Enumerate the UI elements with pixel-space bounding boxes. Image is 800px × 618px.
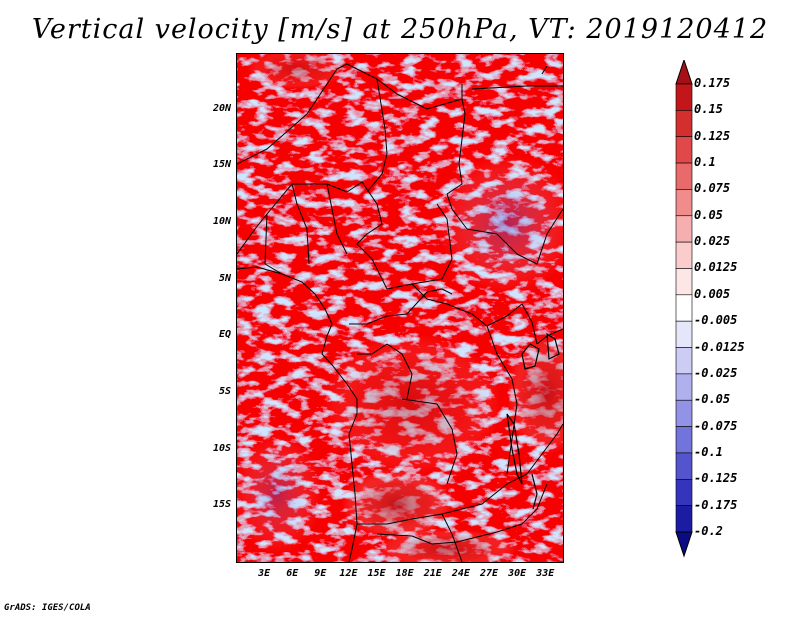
country-borders [237, 63, 563, 562]
colorbar-swatch [675, 452, 693, 480]
longitude-tick-label: 21E [423, 568, 442, 579]
colorbar-swatch [675, 136, 693, 164]
longitude-tick-label: 24E [451, 568, 470, 579]
longitude-tick-label: 18E [395, 568, 414, 579]
footer-credit: GrADS: IGES/COLA [4, 603, 91, 613]
colorbar-tick-label: 0.025 [694, 234, 731, 249]
latitude-tick-label: 15N [212, 159, 231, 171]
colorbar-swatch [675, 373, 693, 401]
colorbar [675, 60, 693, 558]
colorbar-tick-label: -0.0125 [694, 339, 745, 354]
longitude-tick-label: 3E [258, 568, 271, 579]
upward-motion-region [507, 334, 563, 454]
colorbar-tick-label: -0.05 [694, 392, 731, 407]
latitude-tick-label: 15S [212, 499, 231, 511]
lakes [506, 332, 560, 510]
latitude-tick-label: 10N [212, 216, 231, 227]
longitude-tick-label: 15E [367, 568, 386, 579]
colorbar-tick-label: -0.2 [694, 524, 723, 538]
colorbar-tick-label: -0.025 [694, 365, 738, 380]
colorbar-min-arrow [675, 531, 693, 558]
longitude-tick-label: 33E [536, 568, 555, 579]
colorbar-swatch [675, 505, 693, 533]
colorbar-swatch [675, 347, 693, 375]
upward-motion-region [377, 529, 517, 562]
colorbar-tick-label: -0.125 [694, 471, 738, 486]
colorbar-swatch [675, 162, 693, 190]
longitude-tick-label: 9E [314, 568, 327, 579]
latitude-tick-label: 20N [212, 102, 231, 114]
latitude-tick-label: 5N [218, 272, 231, 284]
upward-motion-region [342, 469, 452, 539]
longitude-tick-label: 27E [479, 568, 499, 579]
chart-title: Vertical velocity [m/s] at 250hPa, VT: 2… [31, 14, 769, 45]
map-panel [236, 53, 564, 563]
latitude-tick-label: 5S [218, 386, 231, 397]
colorbar-swatch [675, 320, 693, 348]
colorbar-swatch [675, 241, 693, 269]
colorbar-tick-label: -0.175 [694, 497, 738, 512]
colorbar-tick-label: 0.175 [694, 76, 731, 90]
colorbar-max-arrow [675, 60, 693, 85]
colorbar-tick-label: -0.1 [694, 444, 723, 459]
vertical-velocity-field [237, 54, 563, 562]
colorbar-swatch [675, 426, 693, 454]
colorbar-swatch [675, 189, 693, 217]
longitude-tick-label: 30E [508, 568, 527, 579]
colorbar-swatch [675, 268, 693, 296]
colorbar-swatch [675, 215, 693, 243]
colorbar-tick-label: 0.0125 [694, 260, 738, 275]
downward-motion-region [237, 434, 322, 554]
colorbar-tick-label: 0.005 [694, 286, 731, 301]
upward-motion-region [247, 54, 347, 89]
colorbar-swatch [675, 83, 693, 111]
longitude-tick-label: 6E [286, 568, 299, 579]
downward-motion-region [437, 154, 563, 294]
latitude-tick-label: 10S [212, 442, 231, 454]
colorbar-tick-label: 0.15 [694, 102, 723, 117]
colorbar-swatch [675, 110, 693, 138]
colorbar-swatch [675, 399, 693, 427]
colorbar-swatch [675, 294, 693, 322]
colorbar-tick-label: -0.005 [694, 313, 738, 328]
latitude-tick-label: EQ [218, 329, 231, 341]
longitude-tick-label: 12E [339, 568, 358, 579]
upward-motion-region [322, 334, 502, 474]
colorbar-tick-label: 0.075 [694, 181, 731, 196]
colorbar-tick-label: 0.125 [694, 128, 731, 143]
colorbar-tick-label: -0.075 [694, 418, 738, 433]
colorbar-tick-label: 0.05 [694, 207, 723, 222]
colorbar-swatch [675, 478, 693, 506]
colorbar-tick-label: 0.1 [694, 155, 716, 170]
